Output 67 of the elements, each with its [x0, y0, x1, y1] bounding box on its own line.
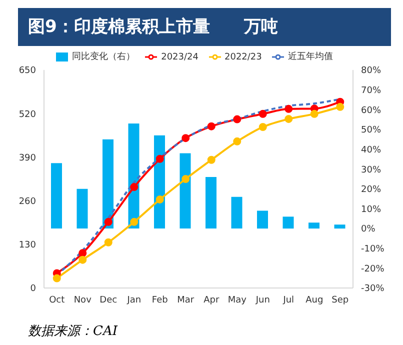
y-tick-label: 520	[18, 110, 36, 120]
y2-tick-label: 30%	[361, 165, 382, 176]
point	[233, 115, 242, 124]
x-tick-label: Oct	[49, 295, 66, 306]
x-tick-label: May	[228, 295, 248, 306]
y2-tick-label: 80%	[361, 66, 382, 76]
source-note: 数据来源：CAI	[28, 323, 119, 340]
y-tick-label: 390	[18, 153, 36, 164]
x-tick-label: Nov	[74, 295, 92, 306]
y-tick-label: 260	[18, 196, 36, 207]
bar	[180, 153, 191, 229]
point	[182, 134, 190, 142]
x-tick-label: Dec	[100, 295, 118, 306]
bar	[76, 188, 88, 229]
point	[104, 218, 112, 226]
y2-tick-label: 20%	[361, 185, 382, 196]
point	[336, 102, 344, 111]
point	[207, 156, 216, 164]
x-tick-label: Sep	[332, 295, 349, 306]
y-tick-label: 130	[18, 240, 36, 251]
y2-tick-label: -20%	[361, 264, 385, 274]
legend-label: 2022/23	[224, 52, 262, 62]
bar	[206, 177, 216, 229]
bar	[334, 224, 346, 229]
point	[156, 195, 164, 204]
point	[130, 183, 138, 192]
legend-label: 近五年均值	[288, 52, 333, 62]
y2-tick-label: 70%	[361, 86, 382, 96]
point	[78, 256, 87, 264]
point	[52, 274, 61, 282]
point	[78, 249, 87, 258]
x-tick-label: Feb	[152, 295, 168, 306]
bar	[257, 210, 268, 229]
y2-tick-label: 10%	[361, 204, 382, 215]
bar	[308, 222, 320, 229]
point	[156, 154, 164, 163]
x-tick-label: Apr	[204, 295, 220, 306]
bar	[51, 163, 62, 229]
x-tick-label: Aug	[306, 295, 324, 306]
point	[233, 137, 242, 146]
bar	[102, 139, 114, 229]
x-tick-label: Jun	[254, 295, 270, 306]
x-tick-label: Mar	[177, 295, 194, 306]
y2-tick-label: -30%	[361, 284, 385, 294]
x-tick-label: Jul	[282, 295, 294, 306]
point	[310, 110, 318, 118]
y-tick-label: 0	[30, 284, 36, 294]
bar	[282, 216, 294, 229]
bar	[231, 196, 242, 229]
point	[284, 104, 293, 113]
y2-tick-label: 50%	[361, 126, 382, 136]
chart-title: 图9：印度棉累积上市量 万吨	[18, 8, 391, 46]
y2-tick-label: -10%	[361, 244, 385, 255]
point	[284, 114, 293, 123]
point	[104, 238, 112, 246]
y2-tick-label: 60%	[361, 106, 382, 116]
legend-label: 2023/24	[161, 52, 198, 62]
point	[207, 122, 216, 130]
point	[182, 175, 190, 183]
point	[258, 123, 267, 132]
point	[258, 110, 267, 118]
y2-tick-label: 0%	[361, 224, 376, 235]
point	[130, 218, 138, 226]
x-tick-label: Jan	[126, 295, 142, 306]
y-tick-label: 650	[18, 66, 36, 76]
legend-label: 同比变化（右）	[72, 52, 136, 62]
y2-tick-label: 40%	[361, 145, 382, 156]
